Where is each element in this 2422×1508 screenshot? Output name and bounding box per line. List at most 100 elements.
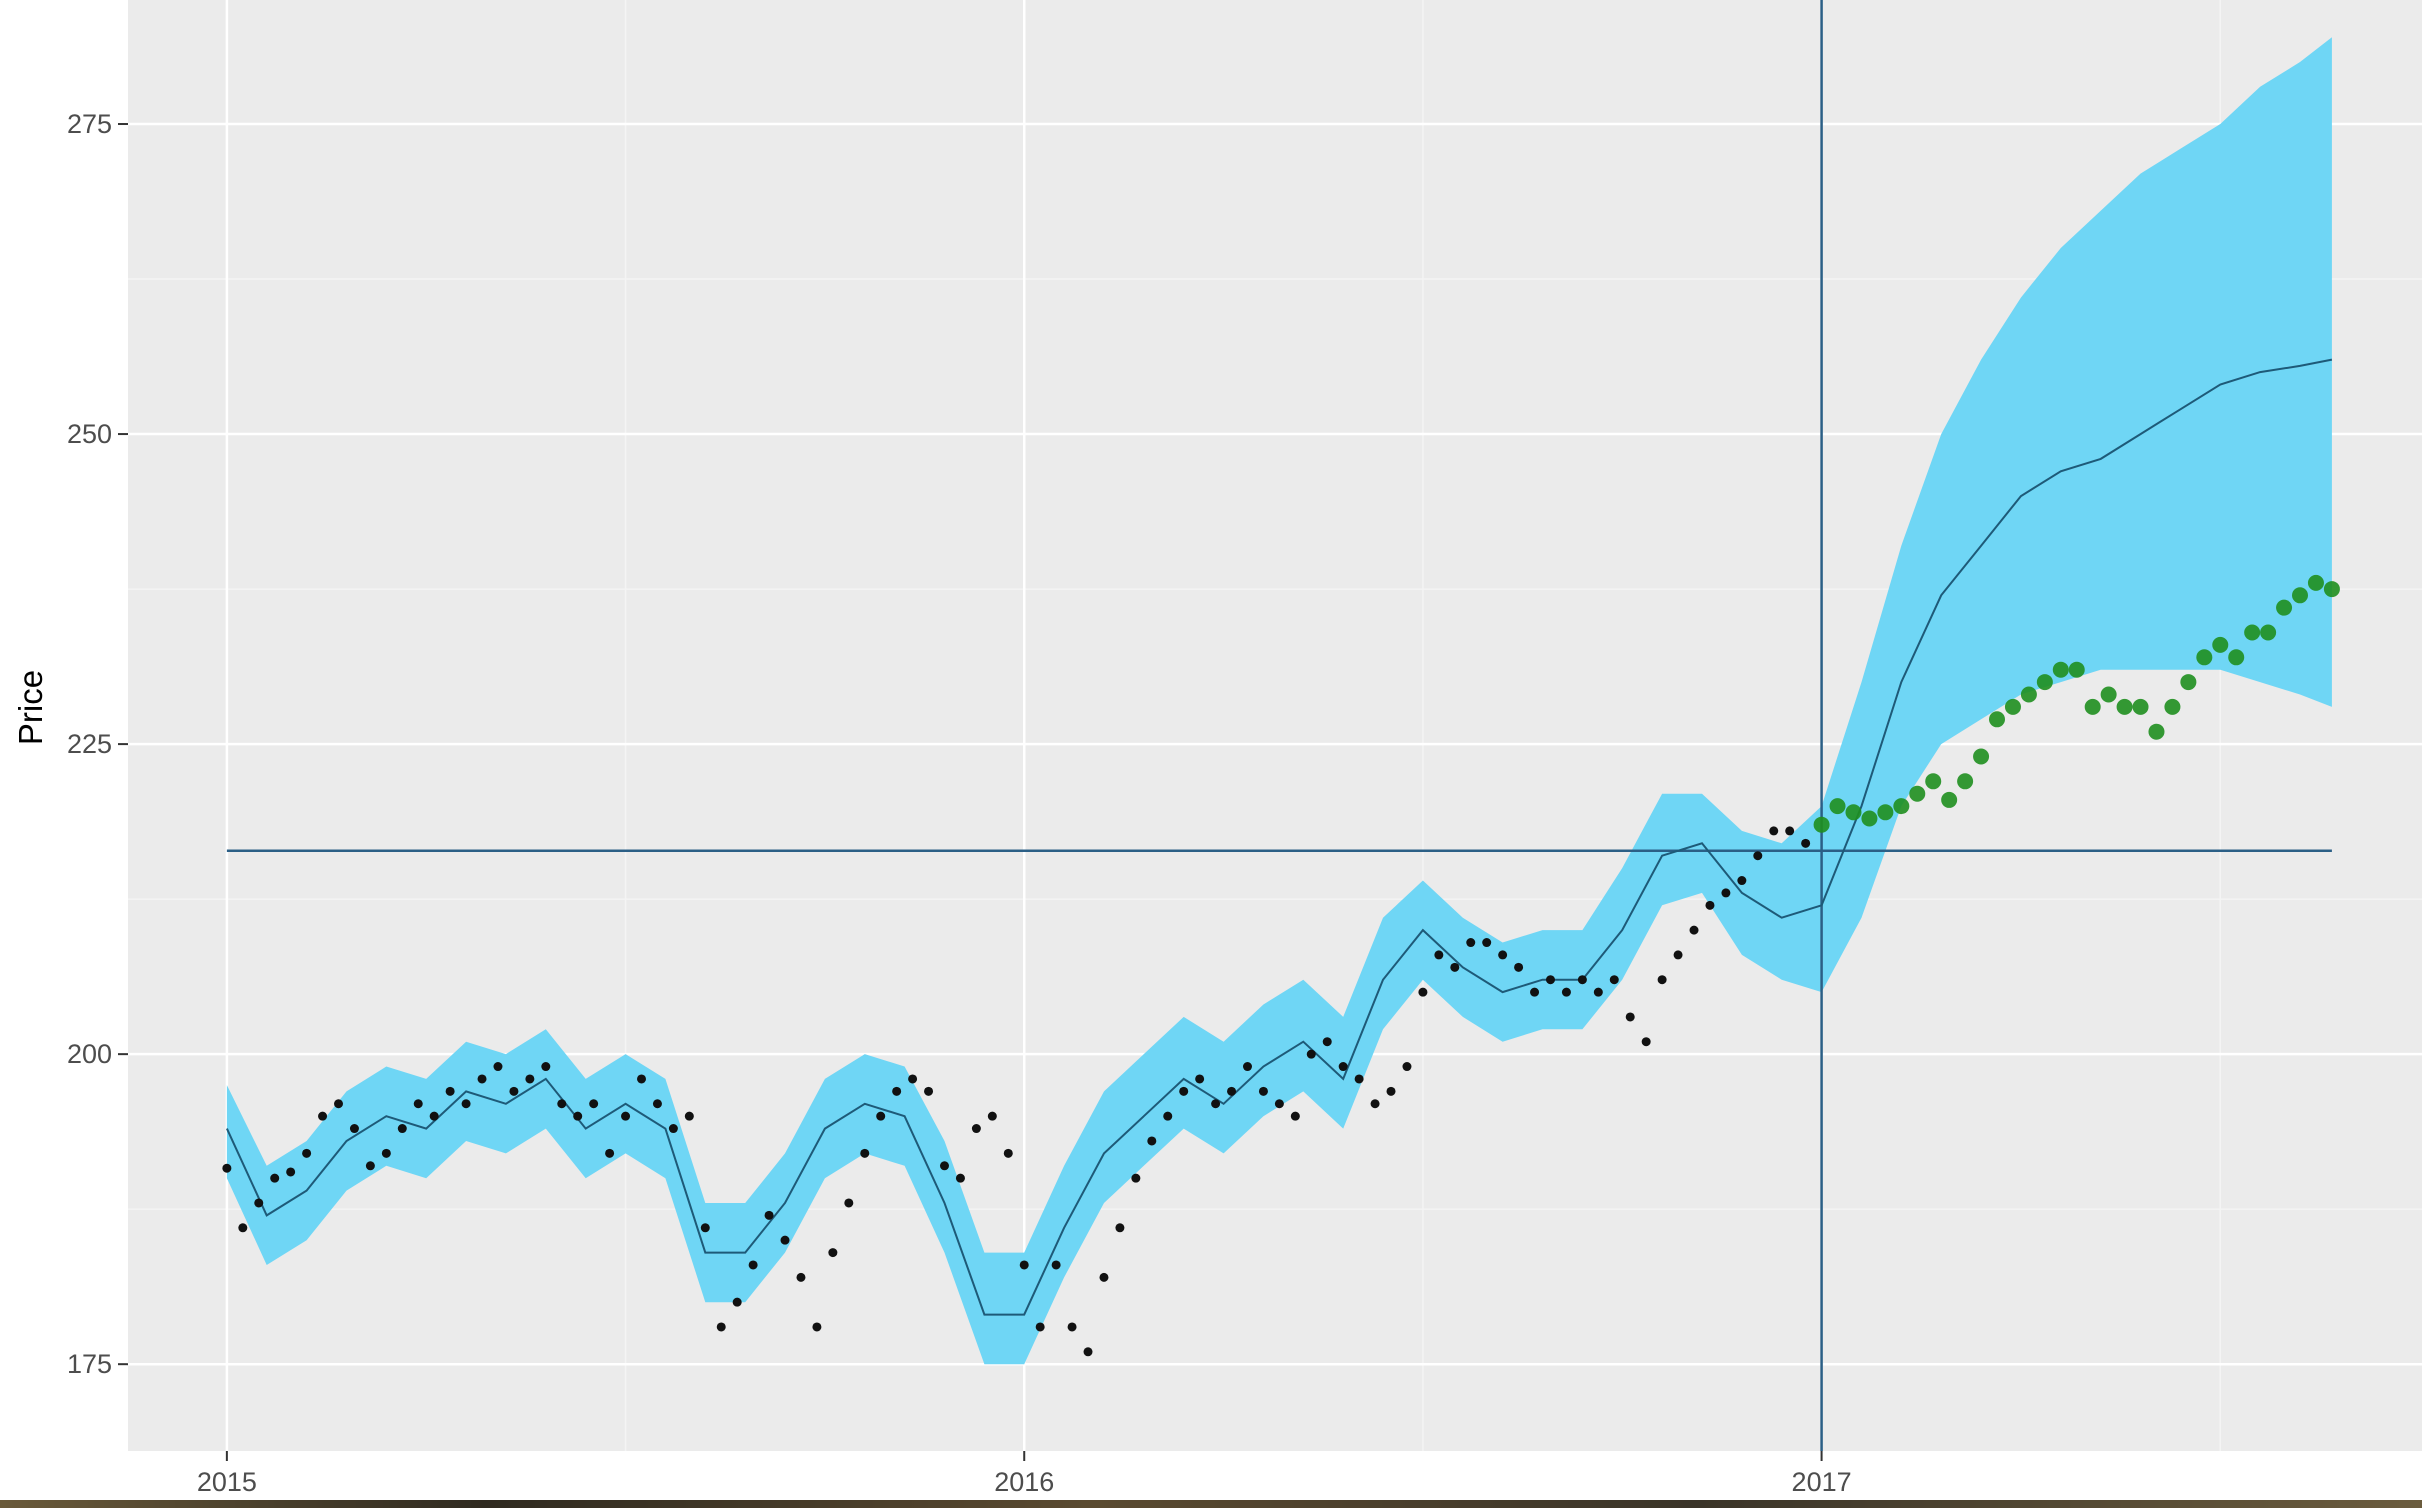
observed-point [700,1223,710,1233]
observed-point [1322,1037,1332,1047]
observed-point [780,1235,790,1245]
observed-point [1482,938,1492,948]
observed-point [1625,1012,1635,1022]
observed-point [461,1099,471,1109]
observed-point [796,1272,806,1282]
test-point [2292,587,2309,604]
test-point [1813,816,1830,833]
observed-point [1163,1111,1173,1121]
observed-point [1099,1272,1109,1282]
observed-point [1274,1099,1284,1109]
test-point [2084,698,2101,715]
observed-point [716,1322,726,1332]
observed-point [429,1111,439,1121]
test-point [2052,661,2069,678]
observed-points-layer [222,826,1811,1357]
observed-point [1785,826,1795,836]
observed-point [684,1111,694,1121]
confidence-band-layer [226,37,2332,1365]
observed-point [445,1086,455,1096]
observed-point [1035,1322,1045,1332]
observed-point [1801,838,1811,848]
observed-point [1147,1136,1157,1146]
observed-point [1657,975,1667,985]
y-tick-label: 175 [67,1349,112,1379]
observed-point [636,1074,646,1084]
observed-point [764,1210,774,1220]
observed-point [668,1124,678,1134]
observed-point [1466,938,1476,948]
test-point [2244,624,2261,641]
observed-point [493,1062,503,1072]
observed-point [1258,1086,1268,1096]
observed-point [971,1124,981,1134]
observed-point [397,1124,407,1134]
y-tick-label: 225 [67,729,112,759]
observed-point [1418,987,1428,997]
observed-point [1003,1148,1013,1158]
observed-point [1083,1347,1093,1357]
y-axis-title: Price [12,670,49,745]
observed-point [860,1148,870,1158]
observed-point [365,1161,375,1171]
test-point [2228,649,2245,666]
observed-point [286,1167,296,1177]
observed-point [557,1099,567,1109]
observed-point [1641,1037,1651,1047]
test-point [1941,791,1958,808]
observed-point [349,1124,359,1134]
observed-point [1354,1074,1364,1084]
test-point [2132,698,2149,715]
test-point [2180,674,2197,691]
observed-point [1514,962,1524,972]
observed-point [812,1322,822,1332]
observed-point [1386,1086,1396,1096]
observed-point [334,1099,344,1109]
confidence-band [226,37,2332,1365]
observed-point [1290,1111,1300,1121]
observed-point [1498,950,1508,960]
observed-point [270,1173,280,1183]
observed-point [924,1086,934,1096]
observed-point [1179,1086,1189,1096]
test-point [1877,804,1894,821]
test-point [2068,661,2085,678]
observed-point [1737,876,1747,886]
test-point [2212,636,2229,653]
test-point [2004,698,2021,715]
y-tick-label: 200 [67,1039,112,1069]
observed-point [1561,987,1571,997]
test-point [1845,804,1862,821]
x-tick-label: 2015 [197,1467,257,1497]
observed-point [1115,1223,1125,1233]
observed-point [1577,975,1587,985]
test-point [1909,785,1926,802]
test-point [2260,624,2277,641]
observed-point [1067,1322,1077,1332]
observed-point [254,1198,264,1208]
observed-point [1051,1260,1061,1270]
observed-point [1721,888,1731,898]
reference-lines-layer [226,0,2332,1451]
observed-point [525,1074,535,1084]
observed-point [509,1086,519,1096]
observed-point [1370,1099,1380,1109]
observed-point [302,1148,312,1158]
observed-point [1673,950,1683,960]
observed-point [318,1111,328,1121]
test-point [2323,581,2340,598]
test-point [2020,686,2037,703]
observed-point [1306,1049,1316,1059]
y-axis: 175 200 225 250 275 [67,109,128,1379]
observed-point [939,1161,949,1171]
observed-point [1019,1260,1029,1270]
observed-point [1450,962,1460,972]
observed-point [1227,1086,1237,1096]
observed-point [1195,1074,1205,1084]
grid-minor [128,0,2422,1451]
observed-point [477,1074,487,1084]
observed-point [908,1074,918,1084]
test-point [2307,574,2324,591]
test-point [1957,773,1974,790]
test-point [2148,723,2165,740]
